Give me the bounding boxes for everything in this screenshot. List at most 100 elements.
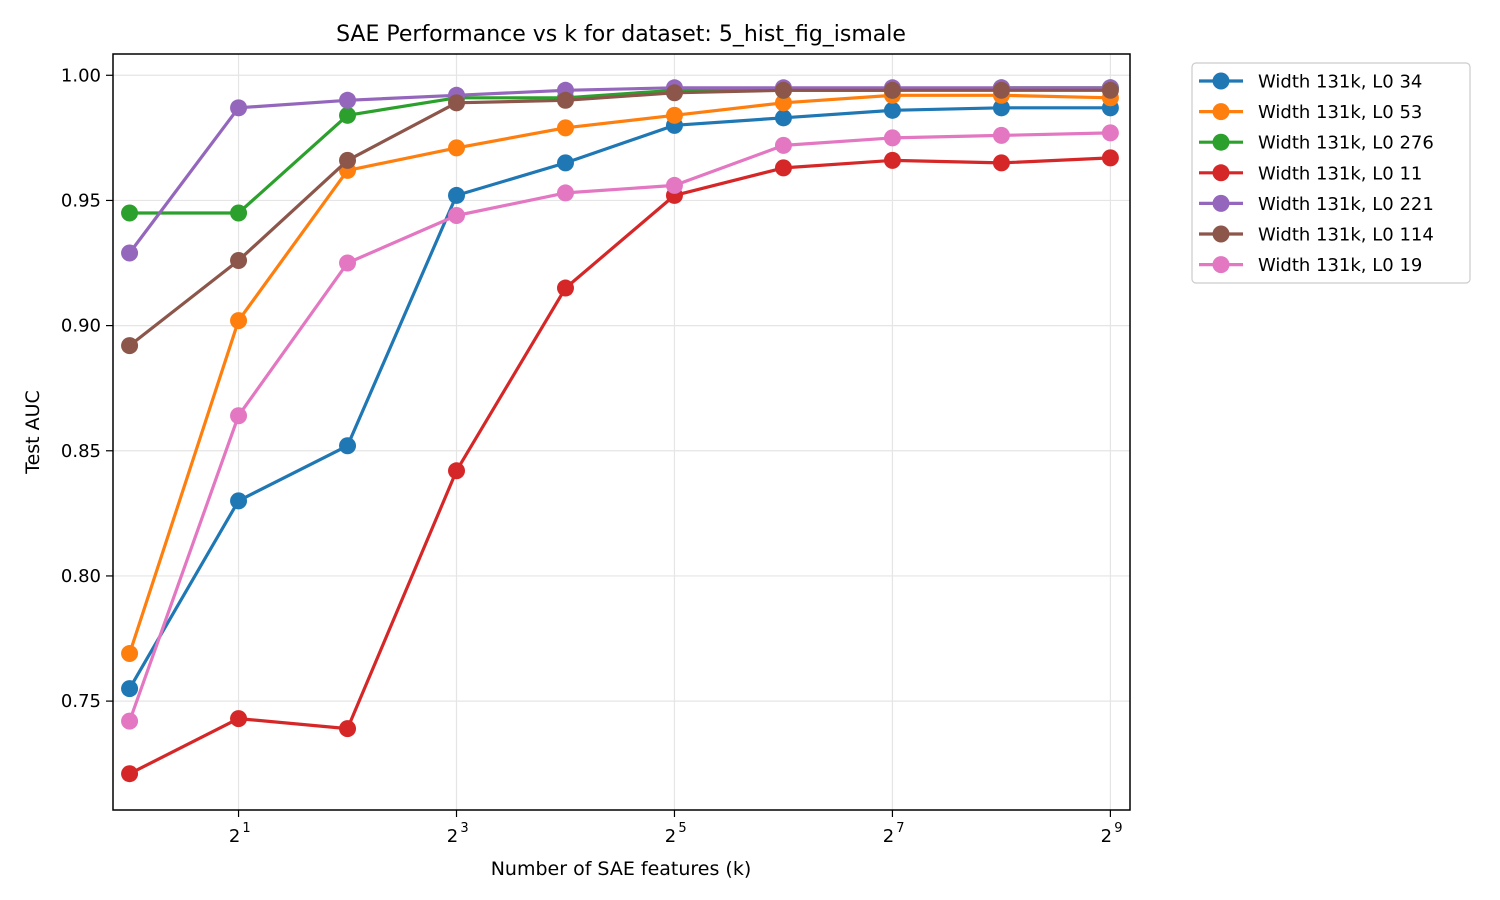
legend-item: Width 131k, L0 114 xyxy=(1199,225,1434,246)
data-point xyxy=(992,99,1010,117)
data-point xyxy=(121,204,139,222)
data-point xyxy=(883,151,901,169)
legend-marker xyxy=(1212,256,1230,274)
series-line xyxy=(128,88,1111,347)
legend-item: Width 131k, L0 19 xyxy=(1199,255,1422,276)
data-point xyxy=(665,106,683,124)
legend-marker xyxy=(1212,164,1230,182)
data-point xyxy=(339,151,357,169)
data-point xyxy=(774,81,792,99)
data-point xyxy=(121,712,139,730)
y-tick-label: 0.95 xyxy=(61,190,101,211)
data-point xyxy=(992,154,1010,172)
legend-item: Width 131k, L0 53 xyxy=(1199,102,1422,123)
data-point xyxy=(448,139,466,157)
data-point xyxy=(230,99,248,117)
legend-label: Width 131k, L0 114 xyxy=(1258,225,1434,246)
data-point xyxy=(121,765,139,783)
chart-title: SAE Performance vs k for dataset: 5_hist… xyxy=(336,22,906,47)
x-tick-exponent: 1 xyxy=(242,821,250,836)
data-point xyxy=(339,720,357,738)
x-tick-exponent: 3 xyxy=(460,821,468,836)
data-point xyxy=(1101,149,1119,167)
x-tick-label: 2 xyxy=(229,826,240,847)
series-line xyxy=(128,93,1111,654)
data-point xyxy=(230,710,248,728)
legend-item: Width 131k, L0 34 xyxy=(1199,72,1422,93)
y-axis-label: Test AUC xyxy=(22,390,44,475)
data-point xyxy=(448,186,466,204)
data-point xyxy=(1101,124,1119,142)
series-line xyxy=(128,131,1111,722)
legend-marker xyxy=(1212,133,1230,151)
data-point xyxy=(448,94,466,112)
data-point xyxy=(339,106,357,124)
legend-marker xyxy=(1212,103,1230,121)
x-tick-label: 2 xyxy=(883,826,894,847)
legend-marker xyxy=(1212,72,1230,90)
legend-item: Width 131k, L0 221 xyxy=(1199,194,1434,215)
series-line xyxy=(128,86,1111,254)
y-tick-label: 0.80 xyxy=(61,566,101,587)
series-5 xyxy=(121,79,1119,262)
data-point xyxy=(121,337,139,355)
data-point xyxy=(230,204,248,222)
series-4 xyxy=(121,149,1119,783)
data-point xyxy=(556,279,574,297)
x-tick-label: 2 xyxy=(447,826,458,847)
data-point xyxy=(339,254,357,272)
data-point xyxy=(339,91,357,109)
x-tick-exponent: 7 xyxy=(896,821,904,836)
data-point xyxy=(230,252,248,270)
legend-label: Width 131k, L0 221 xyxy=(1258,194,1434,215)
data-point xyxy=(774,94,792,112)
y-axis: 0.75 0.80 0.85 0.90 0.95 1.00 xyxy=(61,65,113,712)
series-1 xyxy=(121,99,1119,698)
series-6 xyxy=(121,81,1119,355)
legend-label: Width 131k, L0 11 xyxy=(1258,163,1422,184)
series-7 xyxy=(121,124,1119,730)
data-point xyxy=(665,176,683,194)
data-point xyxy=(883,129,901,147)
y-tick-label: 0.90 xyxy=(61,316,101,337)
data-point xyxy=(121,244,139,262)
y-tick-label: 0.85 xyxy=(61,441,101,462)
legend-label: Width 131k, L0 19 xyxy=(1258,255,1422,276)
series-lines xyxy=(121,79,1119,783)
x-tick-exponent: 5 xyxy=(678,821,686,836)
x-tick-exponent: 9 xyxy=(1114,821,1122,836)
legend: Width 131k, L0 34 Width 131k, L0 53 Width … xyxy=(1191,62,1471,284)
y-tick-label: 1.00 xyxy=(61,65,101,86)
y-tick-label: 0.75 xyxy=(61,691,101,712)
legend-label: Width 131k, L0 276 xyxy=(1258,133,1434,154)
data-point xyxy=(556,91,574,109)
legend-frame xyxy=(1191,62,1471,284)
data-point xyxy=(121,680,139,698)
legend-marker xyxy=(1212,194,1230,212)
data-point xyxy=(1101,81,1119,99)
data-point xyxy=(774,159,792,177)
data-point xyxy=(556,184,574,202)
legend-label: Width 131k, L0 34 xyxy=(1258,72,1422,93)
legend-marker xyxy=(1212,225,1230,243)
plot-frame xyxy=(112,53,1131,811)
x-axis-label: Number of SAE features (k) xyxy=(491,858,752,880)
legend-item: Width 131k, L0 11 xyxy=(1199,163,1422,184)
legend-label: Width 131k, L0 53 xyxy=(1258,102,1422,123)
data-point xyxy=(230,492,248,510)
data-point xyxy=(448,462,466,480)
data-point xyxy=(992,126,1010,144)
data-point xyxy=(339,437,357,455)
data-point xyxy=(556,154,574,172)
grid-lines xyxy=(113,54,1130,810)
data-point xyxy=(883,101,901,119)
x-tick-label: 2 xyxy=(1101,826,1112,847)
series-line xyxy=(128,156,1111,776)
data-point xyxy=(774,109,792,127)
legend-item: Width 131k, L0 276 xyxy=(1199,133,1434,154)
data-point xyxy=(556,119,574,137)
data-point xyxy=(230,312,248,330)
data-point xyxy=(883,81,901,99)
